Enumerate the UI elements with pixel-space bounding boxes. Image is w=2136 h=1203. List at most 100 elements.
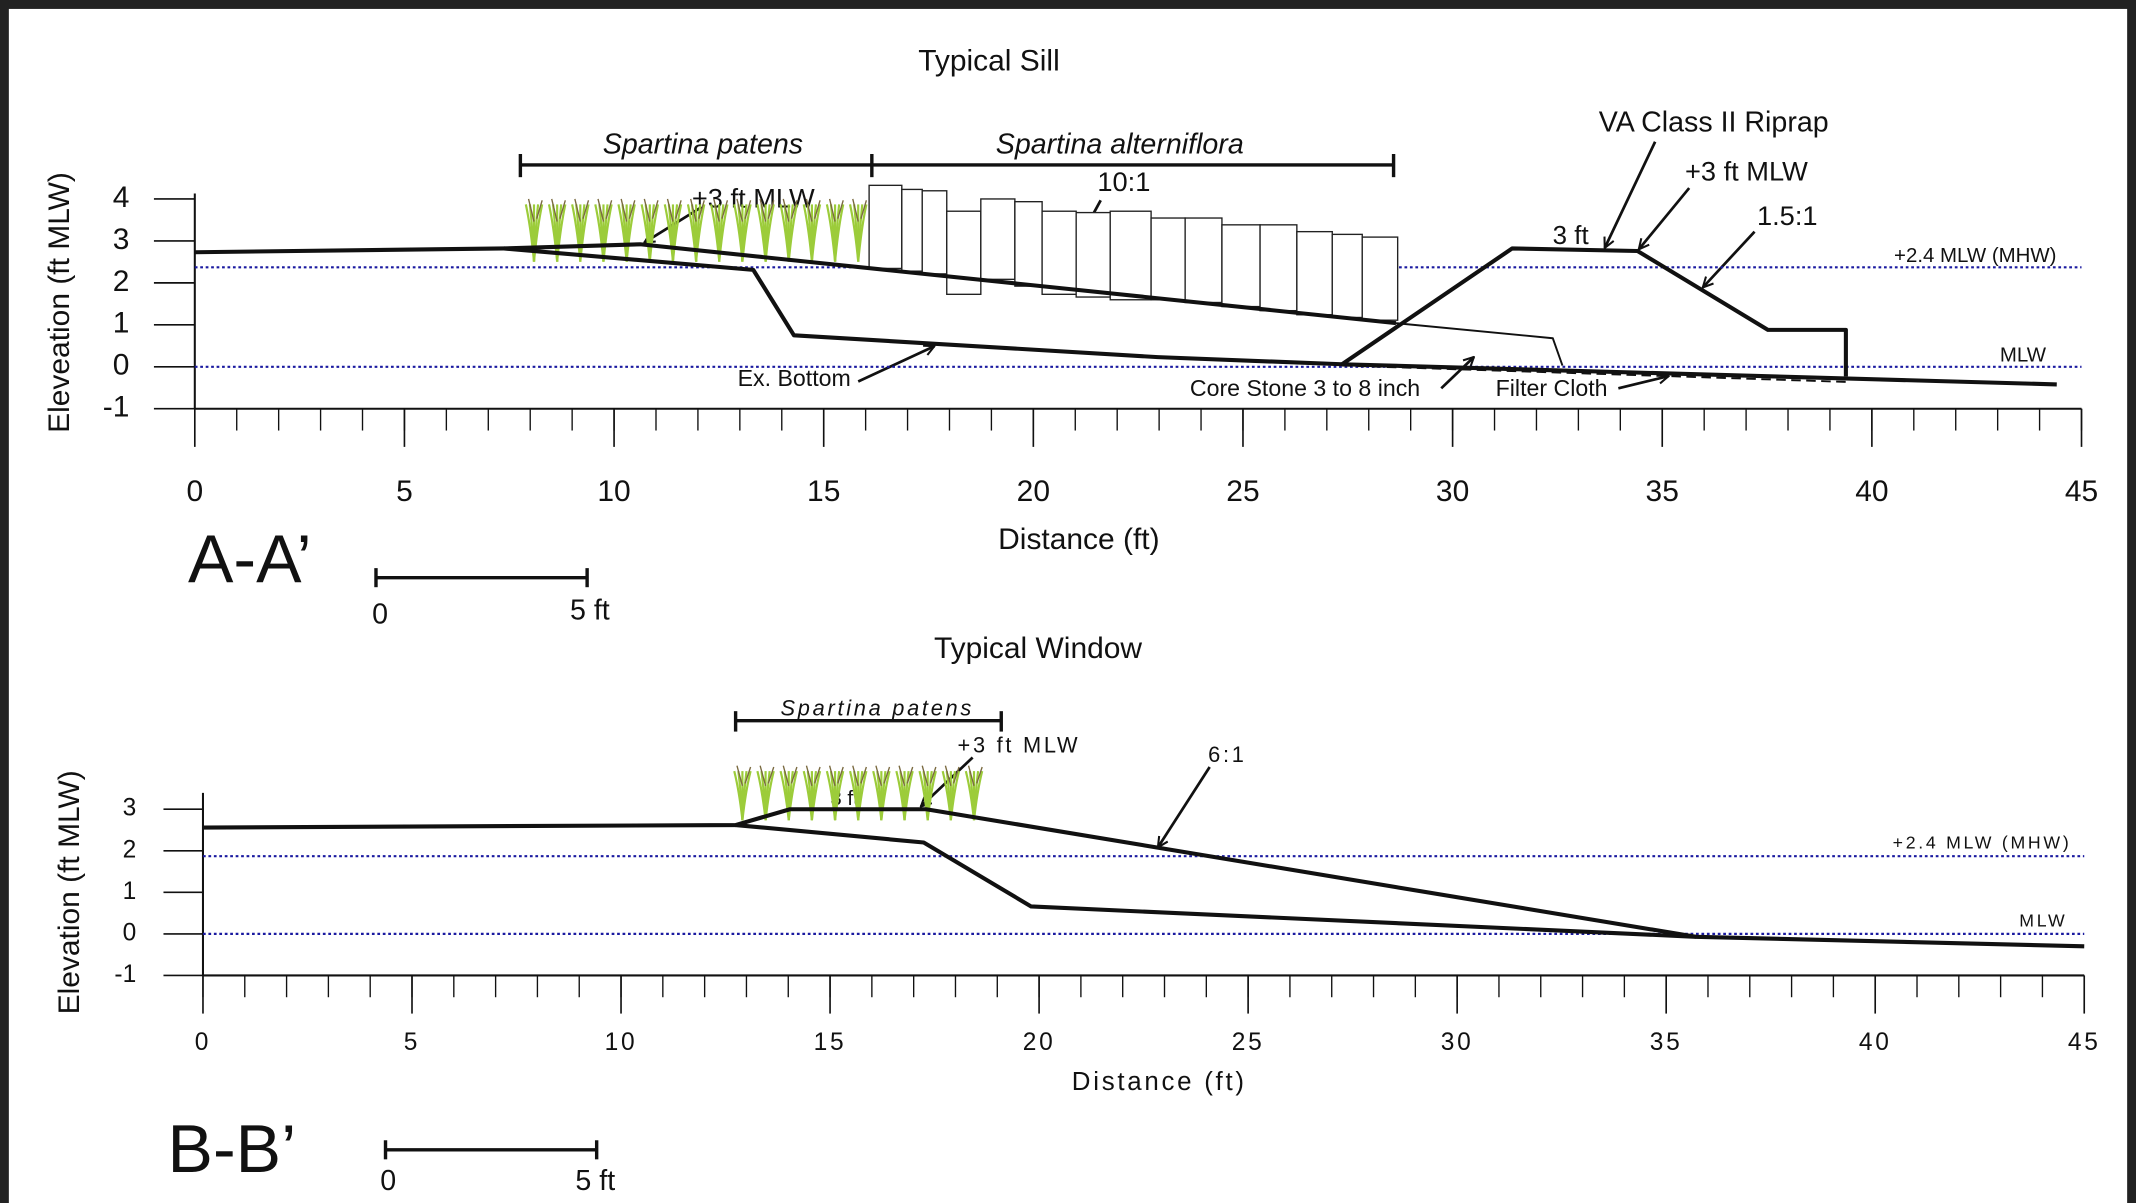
title: Typical Window — [934, 632, 1142, 665]
scale-bar — [374, 568, 589, 588]
arrow — [857, 346, 934, 383]
y-tick-label: 3 — [113, 223, 130, 256]
x-tick-label: 0 — [186, 475, 203, 508]
grass-blade — [903, 770, 914, 821]
grass-seed — [620, 198, 636, 222]
x-tick-label: 40 — [1855, 475, 1888, 508]
grass-blade — [648, 204, 660, 262]
grass-icon — [872, 765, 891, 821]
x-tick-label: 30 — [1436, 475, 1469, 508]
profile-line — [202, 807, 2085, 949]
grass-seed — [944, 765, 960, 786]
annotation: 1.5:1 — [1757, 200, 1818, 231]
scale-label: 5 ft — [570, 594, 610, 626]
x-tick-label: 45 — [2065, 475, 2098, 508]
y-tick-label: 3 — [123, 795, 137, 822]
planting-extent — [733, 711, 1003, 732]
grass-blade — [926, 770, 937, 821]
arrow — [1639, 187, 1691, 249]
title: Typical Sill — [918, 45, 1060, 78]
y-tick-label: 2 — [123, 836, 137, 863]
annotation: Ex. Bottom — [738, 365, 851, 391]
x-tick-label: 45 — [2068, 1029, 2101, 1056]
grass-blade — [787, 204, 798, 262]
arrow — [1605, 141, 1657, 248]
grass-icon — [547, 198, 567, 262]
y-tick-label: -1 — [103, 391, 130, 424]
grass-blade — [532, 204, 544, 262]
grass-blade — [625, 204, 636, 262]
grass-icon — [710, 198, 729, 262]
grass-blade — [810, 770, 822, 821]
profile-line — [1395, 322, 1564, 366]
x-tick-label: 30 — [1441, 1029, 1474, 1056]
grass-seed — [875, 765, 891, 786]
planting-block — [1184, 217, 1223, 304]
grass-seed — [713, 198, 729, 222]
grass-seed — [759, 765, 775, 786]
grass-icon — [663, 198, 683, 262]
x-tick-label: 20 — [1023, 1029, 1056, 1056]
grass-blade — [556, 204, 567, 262]
planting-block — [980, 198, 1016, 281]
x-tick-label: 15 — [807, 475, 840, 508]
y-axis-label: Eleveation (ft MLW) — [43, 172, 76, 433]
grass-blade — [833, 204, 845, 262]
grass-seed — [643, 198, 659, 222]
y-tick-label: 1 — [113, 307, 130, 340]
profile-line — [1340, 246, 1848, 377]
arrow — [1158, 766, 1211, 847]
scale-bar — [383, 1140, 599, 1160]
grass-icon — [524, 198, 544, 262]
x-tick-label: 0 — [195, 1029, 211, 1056]
y-tick-label: 1 — [123, 878, 137, 905]
planting-block — [1361, 236, 1399, 321]
grass-seed — [666, 198, 682, 222]
y-axis-label: Elevation (ft MLW) — [53, 770, 86, 1014]
grass-seed — [921, 765, 937, 786]
profile-line — [503, 246, 2057, 387]
x-tick-label: 35 — [1650, 1029, 1683, 1056]
water-level-label: MLW — [2000, 344, 2047, 366]
water-level-label: +2.4 MLW (MHW) — [1894, 245, 2056, 267]
grass-seed — [689, 198, 705, 222]
x-tick-label: 5 — [396, 475, 413, 508]
x-axis-label: Distance (ft) — [1072, 1068, 1247, 1096]
grass-seed — [597, 198, 613, 222]
grass-seed — [527, 198, 543, 222]
x-tick-label: 25 — [1232, 1029, 1265, 1056]
grass-seed — [967, 765, 983, 786]
grass-seed — [898, 765, 914, 786]
grass-icon — [825, 198, 845, 262]
profile-line — [1341, 364, 1846, 383]
grass-blade — [671, 204, 683, 262]
planting-block — [1331, 233, 1363, 319]
planting-block — [1259, 224, 1298, 312]
arrow — [1703, 230, 1756, 288]
x-tick-label: 25 — [1226, 475, 1259, 508]
grass-blade — [741, 770, 752, 821]
scale-label: 5 ft — [575, 1165, 615, 1197]
planting-block — [1150, 217, 1186, 301]
x-tick-label: 5 — [404, 1029, 420, 1056]
planting-block — [1075, 211, 1111, 298]
grass-icon — [733, 765, 752, 821]
grass-seed — [805, 765, 821, 786]
y-tick-label: 0 — [113, 349, 130, 382]
grass-blade — [718, 204, 729, 262]
grass-blade — [880, 770, 891, 821]
grass-icon — [640, 198, 660, 262]
grass-seed — [782, 198, 798, 222]
y-tick-label: 0 — [123, 919, 137, 946]
grass-seed — [782, 765, 798, 786]
annotation: VA Class II Riprap — [1599, 107, 1829, 139]
grass-seed — [805, 198, 821, 222]
grass-blade — [787, 770, 798, 821]
grass-seed — [852, 198, 868, 222]
grass-seed — [828, 765, 844, 786]
grass-blade — [810, 204, 822, 262]
annotation: Core Stone 3 to 8 inch — [1190, 375, 1420, 401]
